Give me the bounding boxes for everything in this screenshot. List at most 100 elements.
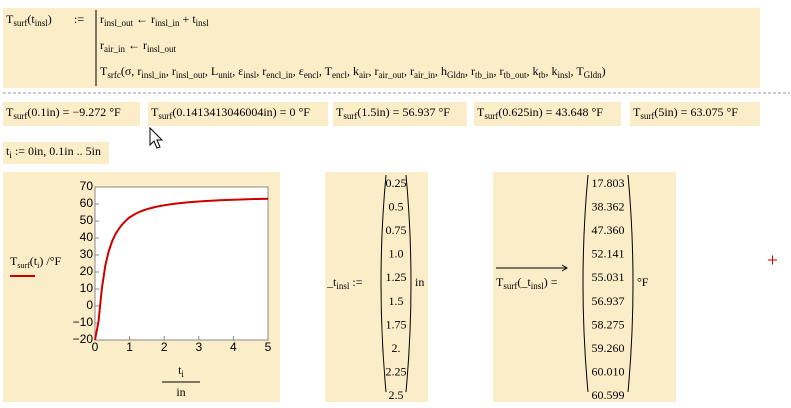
subscript: Gldn [584, 70, 603, 80]
variable: t [31, 12, 35, 26]
math-expression: Tsurf(tinsl) [6, 12, 52, 28]
variable: r [410, 64, 414, 78]
math-text: , [256, 64, 262, 78]
subscript: unit [218, 70, 233, 80]
variable: T [576, 64, 584, 78]
y-tick-label: 10 [80, 281, 94, 295]
subscript: air [359, 70, 369, 80]
x-tick-label: 0 [92, 340, 99, 354]
subscript: encl_in [266, 70, 293, 80]
subscript: insl_out [104, 18, 134, 28]
variable: t [333, 275, 337, 289]
math-text: , [435, 64, 441, 78]
math-text: , [368, 64, 374, 78]
math-expression: _tinsl := [326, 275, 363, 291]
subscript: srfc [107, 70, 121, 80]
variable: k [353, 64, 359, 78]
subscript: insl_in [141, 70, 166, 80]
x-tick-label: 4 [230, 340, 237, 354]
subscript: tb_out [503, 70, 527, 80]
subscript: surf [17, 261, 30, 270]
variable: r [143, 38, 147, 52]
math-text: ) [602, 64, 606, 78]
y-tick-label: 60 [80, 196, 94, 210]
math-text: ) /°F [39, 254, 61, 268]
math-text: , [232, 64, 238, 78]
variable: L [211, 64, 218, 78]
subscript: Gldn [447, 70, 466, 80]
math-text: + [180, 12, 193, 26]
math-expression: Tsurf(1.5in) = 56.937 °F [336, 105, 450, 121]
vector-element: 2.5 [389, 388, 404, 402]
math-text: ) [48, 12, 52, 26]
math-text: , [347, 64, 353, 78]
variable: t [178, 363, 182, 377]
variable: T [336, 105, 344, 119]
mouse-cursor [149, 126, 164, 149]
subscript: surf [13, 18, 27, 28]
math-text: := [349, 275, 362, 289]
math-text: (0.1413413046004in) = 0 °F [172, 105, 310, 119]
definition-region [3, 8, 760, 88]
subscript: air_in [104, 44, 125, 54]
vector-element: 56.937 [592, 294, 625, 308]
vector-element: 60.010 [592, 365, 625, 379]
variable: r [172, 64, 176, 78]
y-tick-label: 50 [80, 213, 94, 227]
math-text: , [526, 64, 532, 78]
subscript: insl [243, 70, 257, 80]
math-text: , [319, 64, 325, 78]
variable: T [151, 105, 159, 119]
variable: T [6, 105, 14, 119]
math-text: , [571, 64, 577, 78]
math-expression: rair_in ← rinsl_out [100, 38, 177, 54]
subscript: i [181, 369, 184, 379]
subscript: insl [558, 70, 572, 80]
math-expression: Tsurf(ti) /°F [10, 254, 62, 270]
math-text: , [465, 64, 471, 78]
math-text: _ [326, 275, 334, 289]
vector-element: 38.362 [592, 199, 625, 213]
variable: T [325, 64, 333, 78]
vector-element: 0.75 [386, 223, 407, 237]
result-region [474, 102, 621, 126]
x-tick-label: 3 [195, 340, 202, 354]
variable: T [100, 64, 108, 78]
subscript: surf [158, 111, 172, 121]
y-tick-label: 0 [86, 298, 93, 312]
subscript: i [37, 261, 40, 270]
math-text: ) = [544, 275, 558, 289]
math-text: (5in) = 63.075 °F [654, 105, 738, 119]
right-paren [405, 174, 412, 393]
subscript: i [9, 150, 12, 160]
variable: T [496, 275, 504, 289]
math-text: (_ [517, 275, 528, 289]
variable: T [6, 12, 14, 26]
variable: h [441, 64, 447, 78]
math-text: ( [27, 12, 31, 26]
math-text: , [205, 64, 211, 78]
subscript: insl_out [147, 44, 177, 54]
math-text: (σ, [121, 64, 137, 78]
variable: r [499, 64, 503, 78]
variable: T [477, 105, 485, 119]
math-expression: ti [178, 363, 184, 379]
vector-element: 1.75 [386, 317, 407, 331]
math-expression: rinsl_out ← rinsl_in + tinsl [100, 12, 209, 28]
variable: T [10, 254, 18, 268]
vector-element: 0.25 [386, 176, 407, 190]
left-paren [380, 174, 387, 393]
subscript: surf [484, 111, 498, 121]
math-expression: Tsurf(0.625in) = 43.648 °F [477, 105, 603, 121]
insertion-crosshair [768, 255, 777, 265]
vector-element: 1.5 [389, 294, 404, 308]
math-text: , [493, 64, 499, 78]
subscript: insl [35, 18, 49, 28]
vector-element: 2.25 [386, 365, 407, 379]
math-text: (0.1in) = −9.272 °F [27, 105, 121, 119]
math-expression: Tsurf(5in) = 63.075 °F [633, 105, 738, 121]
variable: r [374, 64, 378, 78]
variable: r [151, 12, 155, 26]
variable: ε [299, 64, 304, 78]
